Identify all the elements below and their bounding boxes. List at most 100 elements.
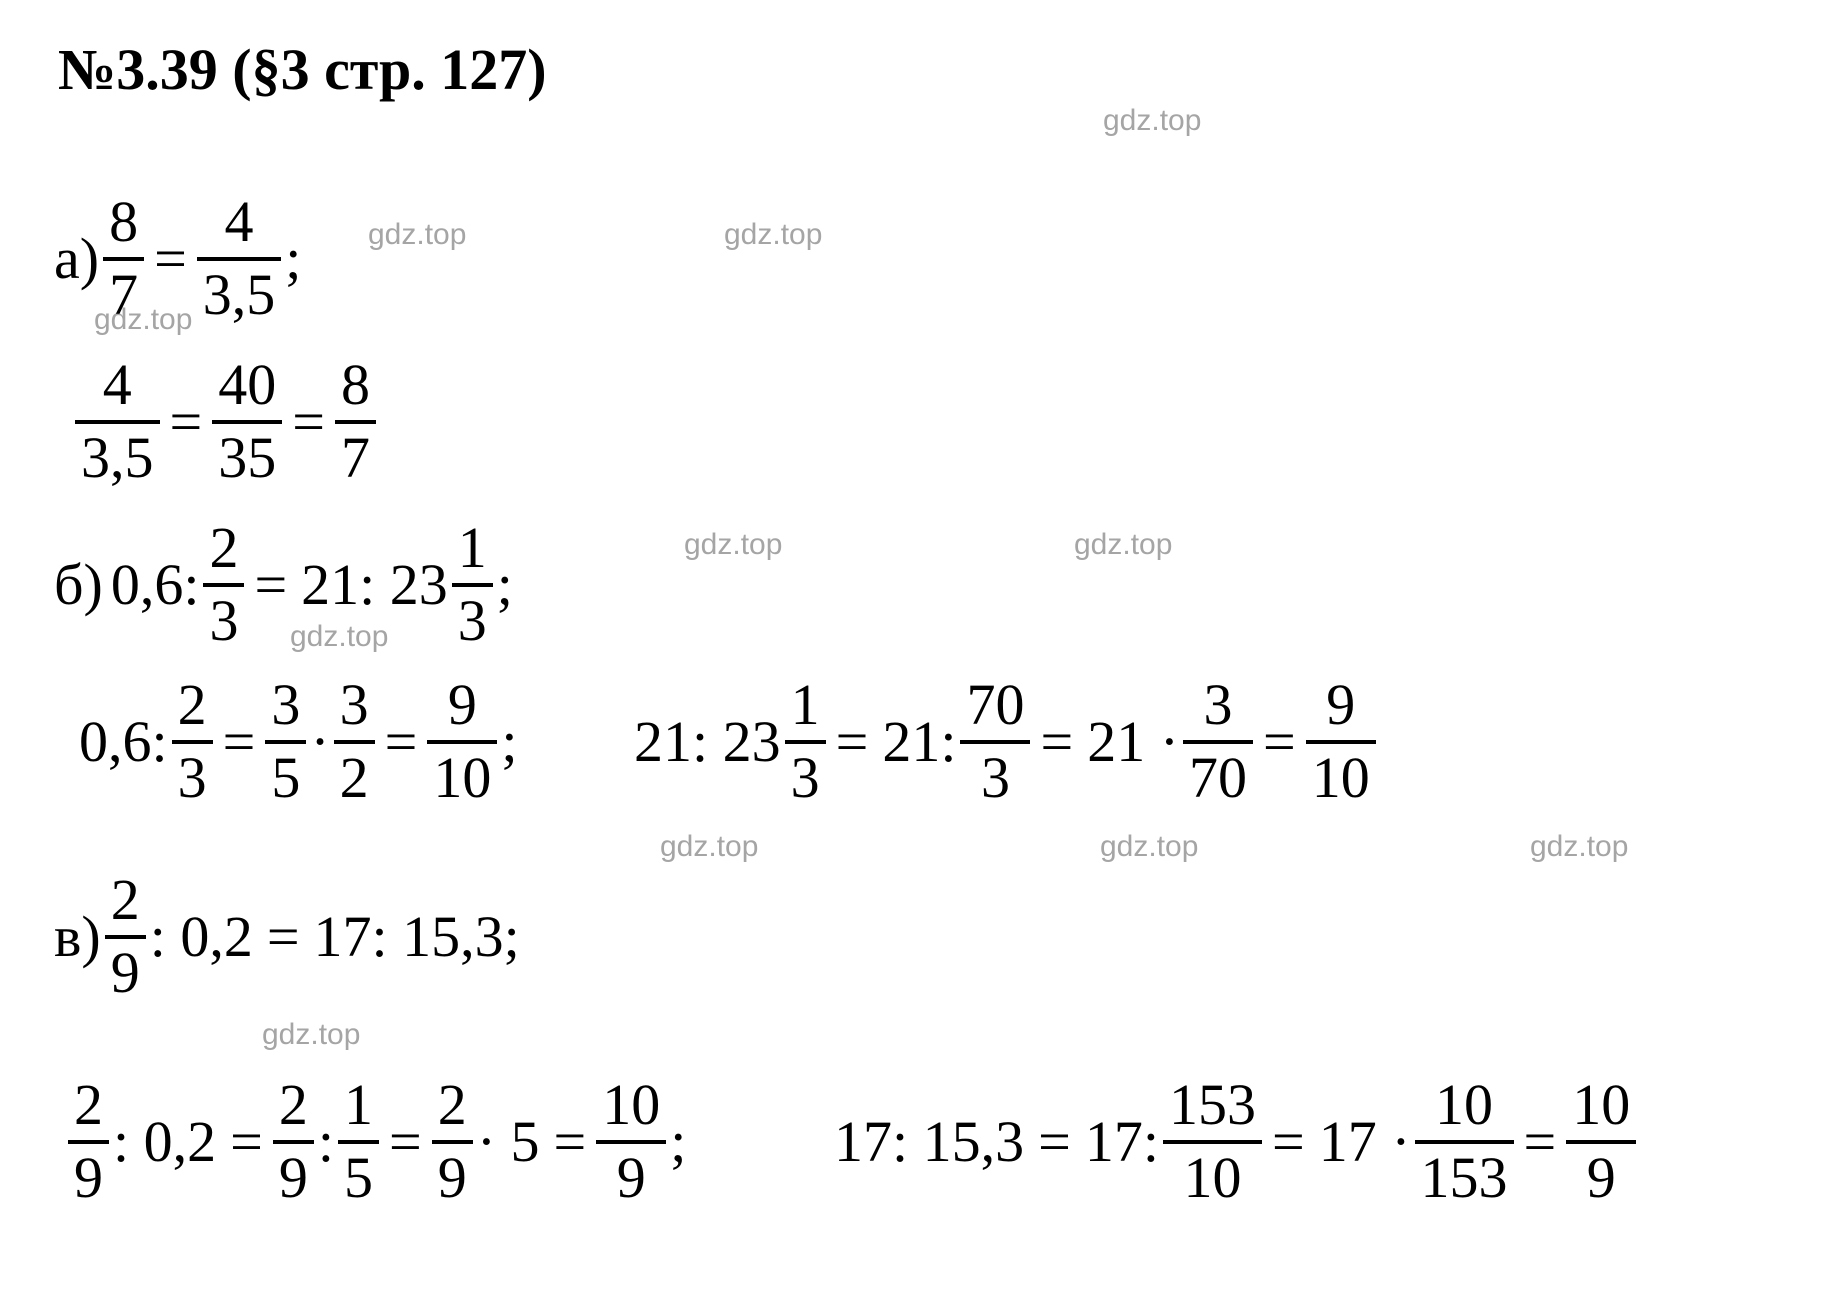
numerator: 9 [442, 675, 483, 736]
denominator: 7 [103, 265, 144, 326]
text: 21 · [1083, 708, 1183, 775]
fraction: 8 7 [103, 192, 144, 326]
fraction-bar [103, 257, 144, 261]
denominator: 3 [785, 748, 826, 809]
numerator: 2 [273, 1075, 314, 1136]
semicolon: ; [281, 225, 305, 292]
denominator: 3,5 [75, 428, 160, 489]
fraction-bar [273, 1140, 314, 1144]
denominator: 2 [334, 748, 375, 809]
watermark: gdz.top [724, 218, 822, 252]
fraction-bar [203, 583, 244, 587]
numerator: 40 [212, 355, 282, 416]
numerator: 2 [203, 518, 244, 579]
equals: = [1514, 1108, 1567, 1175]
denominator: 10 [1177, 1148, 1247, 1209]
denominator: 35 [212, 428, 282, 489]
equals: = [257, 903, 310, 970]
fraction: 9 10 [1306, 675, 1376, 809]
fraction: 3 70 [1183, 675, 1253, 809]
denominator: 5 [338, 1148, 379, 1209]
fraction: 2 9 [68, 1075, 109, 1209]
numerator: 3 [265, 675, 306, 736]
fraction: 1 3 [785, 675, 826, 809]
equals: = [544, 1108, 597, 1175]
denominator: 10 [427, 748, 497, 809]
fraction: 10 9 [596, 1075, 666, 1209]
text: · 5 [473, 1108, 544, 1175]
fraction-bar [960, 740, 1030, 744]
equation-b-line2-left: 0,6: 2 3 = 3 5 · 3 2 = 9 10 ; [75, 675, 522, 809]
denominator: 9 [1581, 1148, 1622, 1209]
fraction: 1 5 [338, 1075, 379, 1209]
fraction-bar [1183, 740, 1253, 744]
fraction: 153 10 [1163, 1075, 1262, 1209]
text: 17: 15,3 [830, 1108, 1028, 1175]
fraction: 10 153 [1415, 1075, 1514, 1209]
watermark: gdz.top [368, 218, 466, 252]
equals: = [375, 708, 428, 775]
numerator: 4 [219, 192, 260, 253]
numerator: 10 [1566, 1075, 1636, 1136]
equals: = [244, 551, 297, 618]
equals: = [282, 388, 335, 455]
fraction-bar [596, 1140, 666, 1144]
fraction-bar [68, 1140, 109, 1144]
fraction: 70 3 [960, 675, 1030, 809]
text: 17: [1081, 1108, 1163, 1175]
fraction-bar [212, 420, 282, 424]
watermark: gdz.top [1100, 830, 1198, 864]
denominator: 3 [172, 748, 213, 809]
numerator: 70 [960, 675, 1030, 736]
fraction: 2 3 [203, 518, 244, 652]
text: 17 · [1315, 1108, 1415, 1175]
fraction-bar [1306, 740, 1376, 744]
fraction-bar [75, 420, 160, 424]
fraction-bar [197, 257, 282, 261]
equals: = [213, 708, 266, 775]
semicolon: ; [497, 708, 521, 775]
numerator: 2 [172, 675, 213, 736]
denominator: 5 [265, 748, 306, 809]
fraction-bar [1566, 1140, 1636, 1144]
denominator: 153 [1415, 1148, 1514, 1209]
equals: = [1262, 1108, 1315, 1175]
page-title: №3.39 (§3 стр. 127) [58, 36, 547, 103]
numerator: 2 [68, 1075, 109, 1136]
equals: = [1030, 708, 1083, 775]
numerator: 8 [103, 192, 144, 253]
fraction: 8 7 [335, 355, 376, 489]
denominator: 3 [452, 591, 493, 652]
equation-a-line1: а) 8 7 = 4 3,5 ; [50, 192, 305, 326]
text: 21: 23 [630, 708, 785, 775]
equals: = [1253, 708, 1306, 775]
watermark: gdz.top [1103, 104, 1201, 138]
denominator: 9 [105, 943, 146, 1004]
dot: · [306, 708, 333, 775]
numerator: 2 [432, 1075, 473, 1136]
fraction-bar [432, 1140, 473, 1144]
text: 21: [878, 708, 960, 775]
equals: = [1028, 1108, 1081, 1175]
fraction: 9 10 [427, 675, 497, 809]
fraction: 4 3,5 [75, 355, 160, 489]
denominator: 7 [335, 428, 376, 489]
numerator: 1 [452, 518, 493, 579]
numerator: 10 [1429, 1075, 1499, 1136]
fraction-bar [105, 935, 146, 939]
numerator: 8 [335, 355, 376, 416]
watermark: gdz.top [1530, 830, 1628, 864]
numerator: 3 [1198, 675, 1239, 736]
equation-a-line2: 4 3,5 = 40 35 = 8 7 [75, 355, 376, 489]
fraction: 10 9 [1566, 1075, 1636, 1209]
denominator: 70 [1183, 748, 1253, 809]
label-b: б) [50, 551, 107, 618]
numerator: 4 [97, 355, 138, 416]
numerator: 1 [785, 675, 826, 736]
equals: = [144, 225, 197, 292]
text: 21: 23 [297, 551, 452, 618]
fraction-bar [452, 583, 493, 587]
numerator: 1 [338, 1075, 379, 1136]
fraction: 1 3 [452, 518, 493, 652]
equation-c-line2-left: 2 9 : 0,2 = 2 9 : 1 5 = 2 9 · 5 = 10 9 ; [68, 1075, 690, 1209]
